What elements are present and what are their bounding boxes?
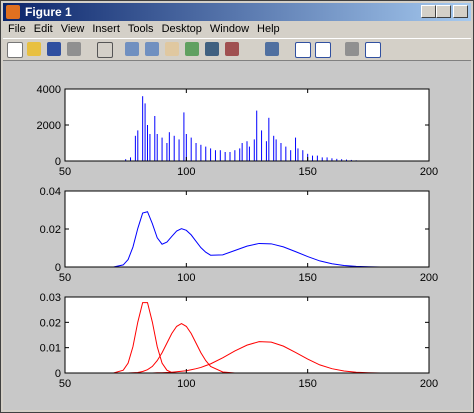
maximize-button[interactable] bbox=[436, 5, 451, 18]
y-tick-label: 2000 bbox=[37, 120, 61, 132]
y-tick-label: 0 bbox=[55, 156, 61, 168]
x-tick-label: 50 bbox=[59, 166, 71, 178]
show-tools-icon[interactable] bbox=[365, 42, 381, 58]
close-button[interactable] bbox=[453, 5, 468, 18]
save-icon[interactable] bbox=[47, 42, 61, 56]
toolbar bbox=[3, 38, 471, 61]
menu-item[interactable]: Insert bbox=[92, 23, 120, 35]
select-icon[interactable] bbox=[97, 42, 113, 58]
y-tick-label: 0.02 bbox=[40, 317, 61, 329]
x-tick-label: 100 bbox=[177, 378, 195, 390]
x-tick-label: 200 bbox=[420, 378, 438, 390]
y-tick-label: 0 bbox=[55, 262, 61, 274]
axes-box bbox=[64, 296, 430, 374]
link-icon[interactable] bbox=[265, 42, 279, 56]
pan-icon[interactable] bbox=[165, 42, 179, 56]
plot-area bbox=[65, 297, 429, 373]
x-tick-label: 100 bbox=[177, 166, 195, 178]
y-tick-label: 0 bbox=[55, 368, 61, 380]
zoom-out-icon[interactable] bbox=[145, 42, 159, 56]
app-icon bbox=[6, 5, 20, 19]
menu-item[interactable]: File bbox=[8, 23, 26, 35]
x-tick-label: 200 bbox=[420, 272, 438, 284]
line bbox=[65, 211, 429, 268]
zoom-in-icon[interactable] bbox=[125, 42, 139, 56]
brush-icon[interactable] bbox=[225, 42, 239, 56]
x-tick-label: 150 bbox=[298, 272, 316, 284]
menu-item[interactable]: Window bbox=[209, 23, 250, 35]
y-tick-label: 4000 bbox=[37, 84, 61, 96]
x-tick-label: 50 bbox=[59, 272, 71, 284]
menu-item[interactable]: Help bbox=[257, 23, 280, 35]
menu-item[interactable]: View bbox=[60, 23, 85, 35]
y-tick-label: 0.01 bbox=[40, 343, 61, 355]
legend-icon[interactable] bbox=[315, 42, 331, 58]
title-bar: Figure 1 bbox=[3, 3, 471, 21]
y-tick-label: 0.02 bbox=[40, 224, 61, 236]
hide-tools-icon[interactable] bbox=[345, 42, 359, 56]
print-icon[interactable] bbox=[67, 42, 81, 56]
open-icon[interactable] bbox=[27, 42, 41, 56]
rotate-icon[interactable] bbox=[185, 42, 199, 56]
data-cursor-icon[interactable] bbox=[205, 42, 219, 56]
new-icon[interactable] bbox=[7, 42, 23, 58]
x-tick-label: 200 bbox=[420, 166, 438, 178]
y-tick-label: 0.03 bbox=[40, 292, 61, 304]
colorbar-icon[interactable] bbox=[295, 42, 311, 58]
plot-area bbox=[65, 191, 429, 267]
x-tick-label: 150 bbox=[298, 166, 316, 178]
menu-item[interactable]: Tools bbox=[127, 23, 154, 35]
window-title: Figure 1 bbox=[25, 5, 72, 19]
menu-item[interactable]: Edit bbox=[33, 23, 53, 35]
minimize-button[interactable] bbox=[421, 5, 436, 18]
menu-item[interactable]: Desktop bbox=[161, 23, 202, 35]
y-tick-label: 0.04 bbox=[40, 186, 61, 198]
x-tick-label: 50 bbox=[59, 378, 71, 390]
x-tick-label: 100 bbox=[177, 272, 195, 284]
menu-bar: File Edit View Insert Tools Desktop Window Help bbox=[3, 21, 471, 38]
x-tick-label: 150 bbox=[298, 378, 316, 390]
